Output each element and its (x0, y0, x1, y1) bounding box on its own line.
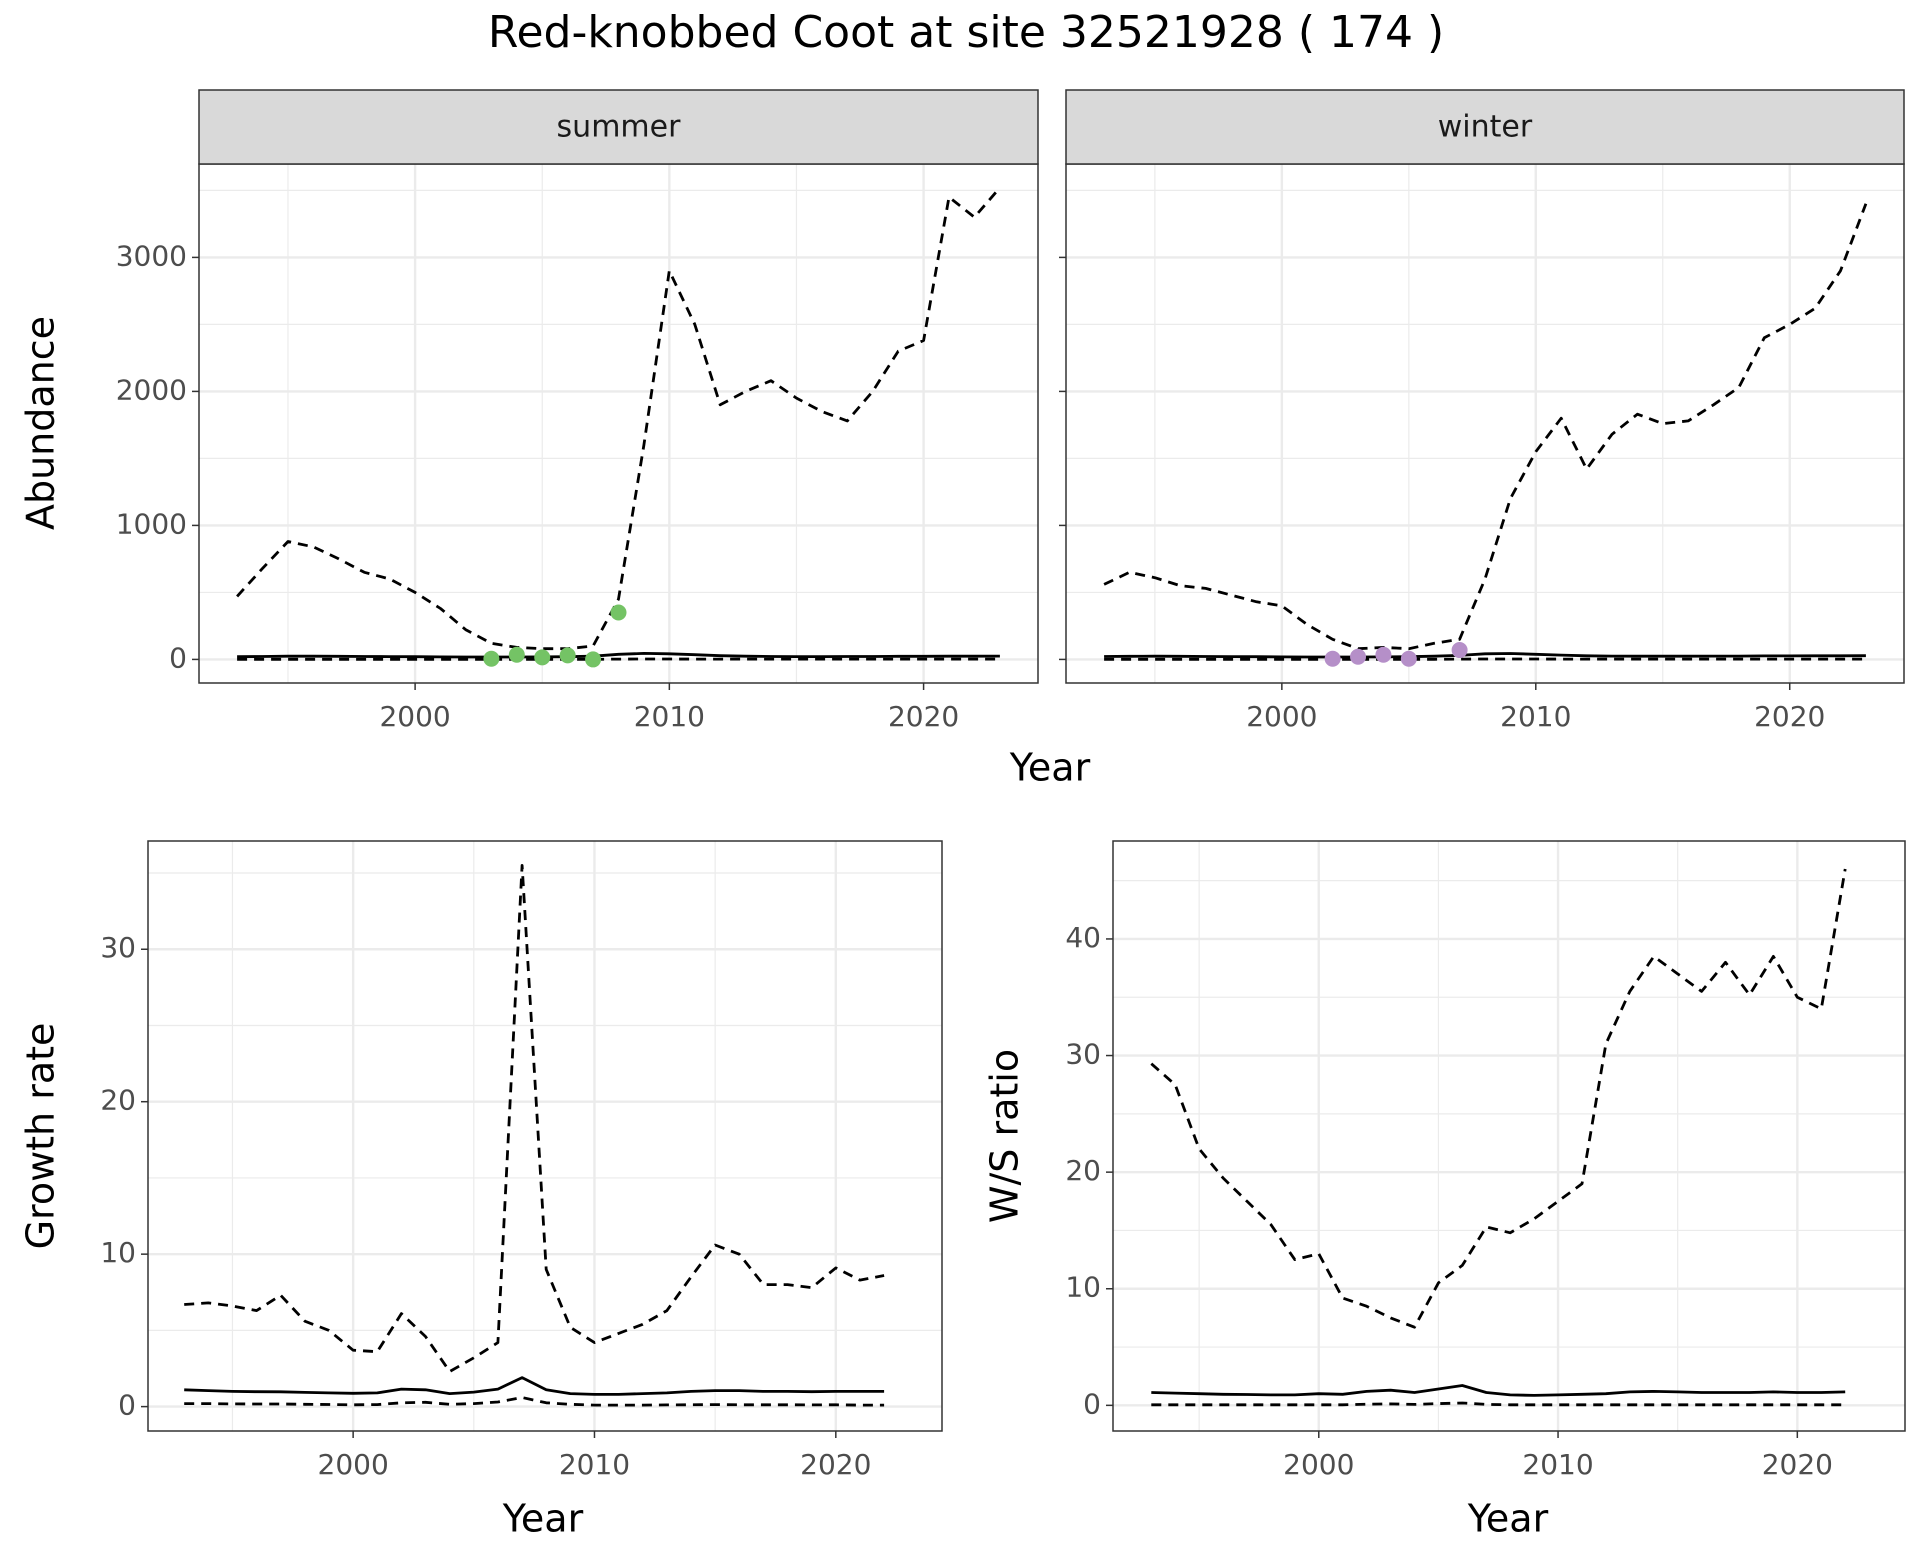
plot-background (1113, 841, 1905, 1431)
data-point (483, 650, 500, 667)
y-tick-label: 2000 (116, 373, 187, 406)
data-point (610, 604, 627, 621)
y-tick-label: 0 (169, 641, 187, 674)
panel-border (1112, 840, 1906, 1432)
y-tick-label: 30 (100, 931, 136, 964)
y-axis-title: Abundance (19, 316, 63, 530)
x-tick-label: 2020 (800, 1448, 871, 1481)
x-tick-label: 2020 (1762, 1448, 1833, 1481)
data-point (508, 646, 525, 663)
x-axis-title: Year (1009, 746, 1091, 790)
facet-strip (198, 89, 1039, 165)
x-tick-label: 2000 (1246, 700, 1317, 733)
y-tick-label: 0 (118, 1389, 136, 1422)
y-axis-title: Growth rate (19, 1023, 63, 1250)
line (184, 1396, 885, 1407)
figure-title: Red-knobbed Coot at site 32521928 ( 174 … (488, 7, 1444, 58)
plot-background (148, 841, 942, 1431)
y-tick-label: 40 (1065, 921, 1101, 954)
y-tick-label: 20 (1065, 1154, 1101, 1187)
x-tick-label: 2000 (1283, 1448, 1354, 1481)
line (1151, 1401, 1846, 1407)
data-point (1324, 650, 1341, 667)
y-tick-label: 1000 (116, 507, 187, 540)
y-tick-label: 3000 (116, 239, 187, 272)
line (237, 652, 1000, 659)
data-point (1400, 650, 1417, 667)
line (184, 1376, 885, 1396)
y-tick-label: 10 (1065, 1271, 1101, 1304)
data-point (585, 651, 602, 668)
facet-label: winter (1438, 110, 1533, 145)
facet-label: summer (557, 110, 682, 145)
x-tick-label: 2020 (1754, 700, 1825, 733)
data-point (559, 647, 576, 664)
data-point (534, 649, 551, 666)
line (1104, 652, 1866, 659)
plot-background (1066, 164, 1904, 683)
y-tick-label: 30 (1065, 1038, 1101, 1071)
x-tick-label: 2000 (318, 1448, 389, 1481)
data-point (1375, 646, 1392, 663)
facet-strip (1065, 89, 1905, 165)
x-tick-label: 2000 (379, 700, 450, 733)
line (236, 186, 1001, 651)
x-tick-label: 2010 (634, 700, 705, 733)
panel-border (147, 840, 943, 1432)
data-point (1350, 648, 1367, 665)
x-tick-label: 2010 (1500, 700, 1571, 733)
x-tick-label: 2020 (888, 700, 959, 733)
x-tick-label: 2010 (559, 1448, 630, 1481)
line (1151, 1384, 1846, 1397)
y-tick-label: 20 (100, 1084, 136, 1117)
y-axis-title: W/S ratio (983, 1049, 1027, 1223)
line (184, 864, 885, 1373)
data-point (1451, 642, 1468, 659)
x-axis-title: Year (502, 1497, 584, 1541)
y-tick-label: 0 (1083, 1387, 1101, 1420)
x-axis-title: Year (1467, 1497, 1549, 1541)
x-tick-label: 2010 (1522, 1448, 1593, 1481)
y-tick-label: 10 (100, 1236, 136, 1269)
